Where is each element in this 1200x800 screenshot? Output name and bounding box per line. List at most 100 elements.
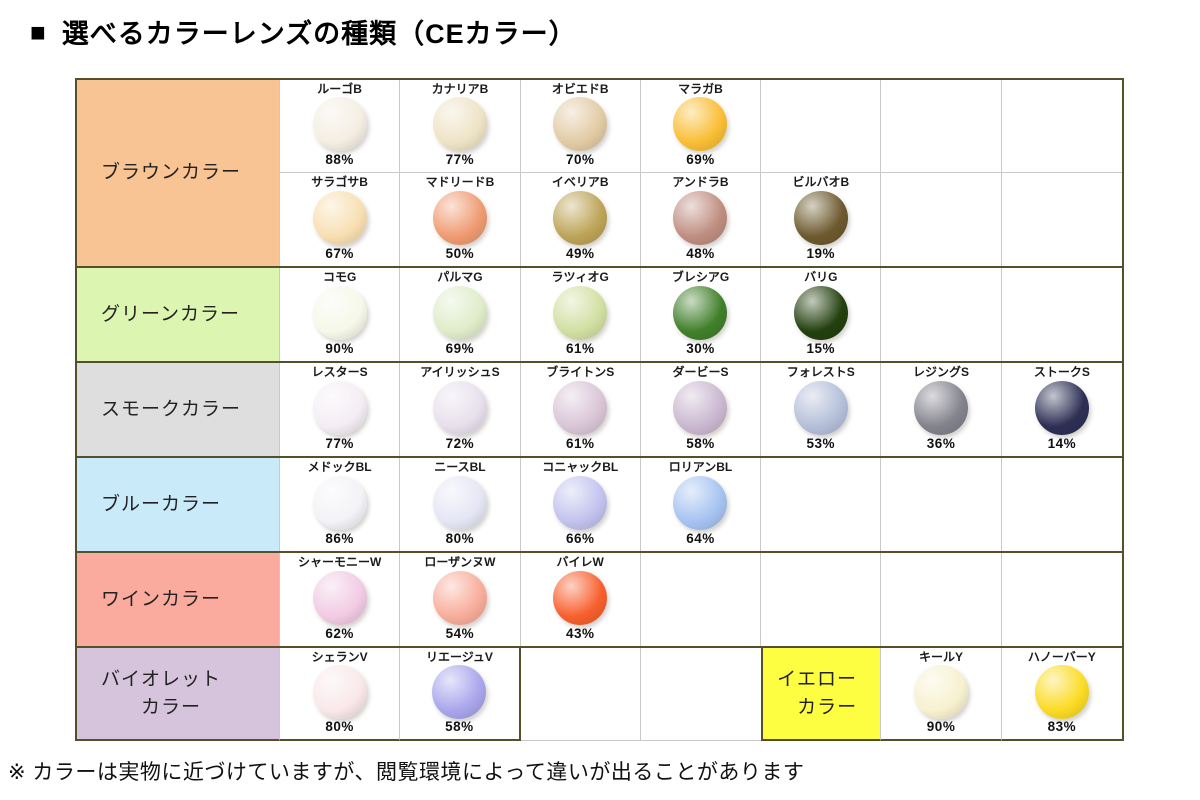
category-row-blue: ブルーカラー メドックBL 86% ニースBL 80% コニャックBL 66% ロリアンBL 6…: [77, 456, 1122, 551]
lens-transmittance: 64%: [686, 530, 715, 546]
lens-circle: [673, 285, 728, 340]
lens-transmittance: 58%: [686, 435, 715, 451]
lens-circle: [312, 97, 367, 152]
lens-transmittance: 66%: [565, 530, 595, 546]
category-row-wine: ワインカラー シャーモニーW 62% ローザンヌW 54% バイレW 43%: [77, 551, 1122, 646]
lens-name: リエージュV: [425, 650, 493, 664]
lens-circle: [432, 475, 487, 530]
lens-transmittance: 15%: [806, 340, 836, 356]
lens-transmittance: 14%: [1047, 435, 1077, 451]
lens-transmittance: 86%: [325, 530, 354, 546]
color-lens-table: ブラウンカラー ルーゴB 88% カナリアB 77% オビエドB 70% マラガB 69% サラゴ…: [75, 78, 1124, 741]
category-row-brown: ブラウンカラー ルーゴB 88% カナリアB 77% オビエドB 70% マラガB 69% サラゴ…: [77, 80, 1122, 266]
empty-cell: [881, 173, 1002, 266]
lens-name: コニャックBL: [542, 460, 619, 474]
lens-swatch: カナリアB 77%: [400, 80, 521, 173]
lens-swatch: ハノーバーY 83%: [1001, 648, 1122, 741]
category-label-line: カラー: [797, 696, 858, 718]
lens-name: バリG: [804, 270, 838, 284]
lens-name: マドリードB: [425, 175, 495, 189]
lens-circle: [793, 285, 848, 340]
footnote: ※ カラーは実物に近づけていますが、閲覧環境によって違いが出ることがあります: [8, 761, 805, 784]
lens-name: コモG: [322, 270, 357, 284]
lens-name: メドックBL: [307, 460, 372, 474]
lens-transmittance: 80%: [325, 718, 354, 734]
lens-name: シャーモニーW: [297, 555, 382, 569]
lens-transmittance: 72%: [445, 435, 475, 451]
lens-name: サラゴサB: [311, 175, 368, 189]
lens-swatch: フォレストS 53%: [761, 363, 882, 456]
category-label-brown: ブラウンカラー: [77, 80, 280, 266]
lens-transmittance: 19%: [806, 245, 836, 261]
lens-swatch: ダービーS 58%: [640, 363, 762, 456]
lens-swatch: ストークS 14%: [1001, 363, 1122, 456]
lens-circle: [432, 285, 487, 340]
category-row-smoke: スモークカラー レスターS 77% アイリッシュS 72% ブライトンS 61% ダービーS 5…: [77, 361, 1122, 456]
lens-swatch: バイレW 43%: [520, 553, 641, 646]
lens-name: ロリアンBL: [668, 460, 733, 474]
lens-swatch: ラツィオG 61%: [520, 268, 641, 361]
lens-name: レジングS: [913, 365, 970, 379]
empty-cell: [761, 553, 882, 646]
lens-name: バイレW: [556, 555, 604, 569]
lens-name: フォレストS: [786, 365, 855, 379]
lens-circle: [914, 664, 969, 719]
lens-transmittance: 77%: [445, 151, 475, 167]
lens-swatch: アイリッシュS 72%: [400, 363, 521, 456]
lens-name: ローザンヌW: [424, 555, 496, 569]
lens-transmittance: 53%: [806, 435, 836, 451]
lens-circle: [553, 570, 608, 625]
lens-transmittance: 67%: [325, 245, 354, 261]
lens-transmittance: 54%: [445, 625, 475, 641]
lens-swatch: レスターS 77%: [280, 363, 401, 456]
lens-circle: [432, 570, 487, 625]
lens-circle: [553, 97, 608, 152]
lens-swatch: リエージュV 58%: [400, 648, 521, 741]
lens-circle: [312, 570, 367, 625]
category-label-line: ブルーカラー: [101, 493, 222, 515]
empty-cell: [1001, 173, 1122, 266]
page-title-text: 選べるカラーレンズの種類（CEカラー）: [61, 19, 577, 49]
lens-transmittance: 69%: [686, 151, 715, 167]
lens-circle: [673, 97, 728, 152]
empty-cell: [761, 458, 882, 551]
category-label-smoke: スモークカラー: [77, 363, 280, 456]
lens-circle: [432, 190, 487, 245]
lens-transmittance: 36%: [926, 435, 956, 451]
lens-transmittance: 83%: [1047, 718, 1077, 734]
lens-name: カナリアB: [431, 82, 489, 96]
lens-swatch: アンドラB 48%: [640, 173, 762, 266]
category-label-violet: バイオレット カラー: [77, 648, 280, 741]
empty-cell: [761, 80, 882, 173]
lens-swatch: コニャックBL 66%: [520, 458, 641, 551]
lens-swatch: シャーモニーW 62%: [280, 553, 401, 646]
category-label-wine: ワインカラー: [77, 553, 280, 646]
lens-swatch: ローザンヌW 54%: [400, 553, 521, 646]
lens-circle: [673, 475, 728, 530]
empty-cell: [881, 268, 1002, 361]
lens-circle: [432, 380, 487, 435]
lens-name: ストークS: [1033, 365, 1090, 379]
lens-circle: [432, 664, 487, 719]
lens-circle: [553, 190, 608, 245]
lens-circle: [553, 285, 608, 340]
lens-circle: [312, 664, 367, 719]
empty-cell: [1001, 80, 1122, 173]
lens-circle: [553, 380, 608, 435]
lens-name: イベリアB: [551, 175, 609, 189]
empty-cell: [1001, 553, 1122, 646]
lens-swatch: イベリアB 49%: [520, 173, 641, 266]
lens-swatch: マラガB 69%: [640, 80, 762, 173]
lens-name: ブライトンS: [546, 365, 615, 379]
lens-transmittance: 88%: [325, 151, 354, 167]
lens-transmittance: 70%: [565, 151, 595, 167]
lens-circle: [1034, 380, 1089, 435]
lens-transmittance: 77%: [325, 435, 354, 451]
lens-swatch: オビエドB 70%: [520, 80, 641, 173]
lens-circle: [312, 475, 367, 530]
lens-swatch: パルマG 69%: [400, 268, 521, 361]
lens-swatch: キールY 90%: [881, 648, 1002, 741]
lens-swatch: ブレシアG 30%: [640, 268, 762, 361]
lens-transmittance: 61%: [565, 340, 595, 356]
lens-circle: [312, 285, 367, 340]
